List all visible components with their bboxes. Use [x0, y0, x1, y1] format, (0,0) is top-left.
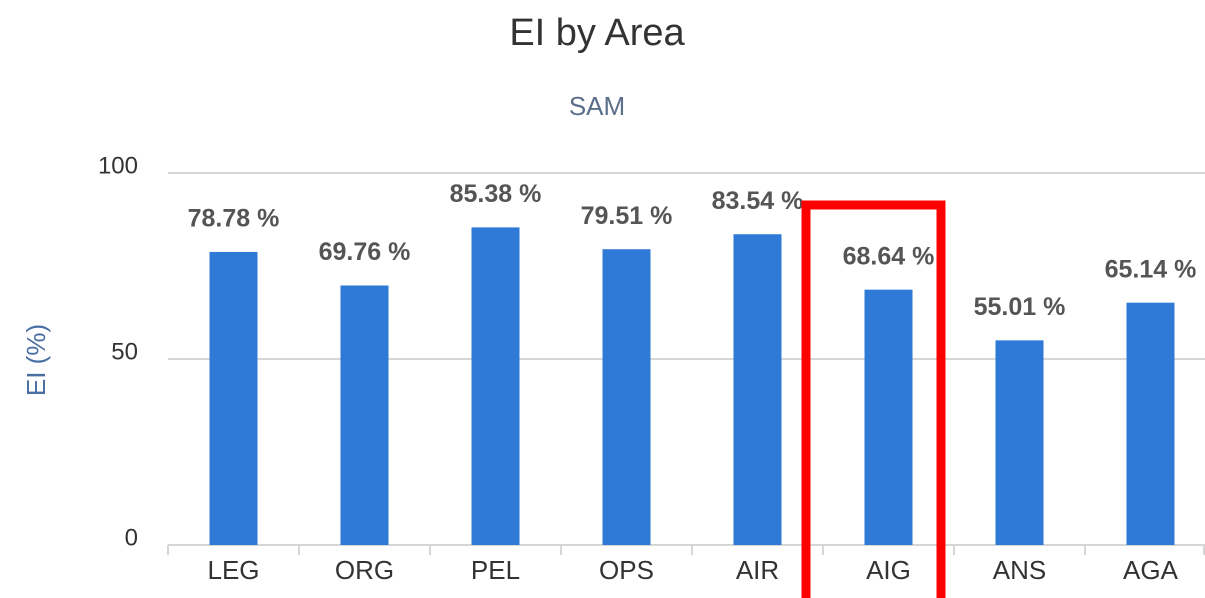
chart-title: EI by Area	[509, 12, 685, 54]
bar	[471, 227, 520, 545]
chart-subtitle: SAM	[569, 91, 625, 121]
x-tick-label: AIR	[736, 555, 779, 585]
data-label: 68.64 %	[843, 242, 935, 270]
bar	[864, 289, 913, 545]
bar	[209, 251, 258, 545]
y-tick-label: 100	[98, 152, 138, 179]
y-axis-label: EI (%)	[21, 324, 51, 396]
data-label: 65.14 %	[1105, 255, 1197, 283]
bar	[995, 340, 1044, 545]
data-label: 79.51 %	[581, 202, 673, 230]
data-label: 83.54 %	[712, 187, 804, 215]
bar	[340, 285, 389, 545]
x-tick-label: PEL	[471, 555, 520, 585]
bar	[1126, 302, 1175, 545]
bar	[602, 249, 651, 546]
data-label: 78.78 %	[188, 205, 280, 233]
highlight-box	[801, 200, 946, 598]
data-label: 69.76 %	[319, 238, 411, 266]
x-tick-label: OPS	[599, 555, 654, 585]
x-tick-label: LEG	[207, 555, 259, 585]
y-tick-label: 50	[111, 338, 138, 365]
x-tick-label: AIG	[866, 555, 911, 585]
x-tick-label: ORG	[335, 555, 394, 585]
data-label: 55.01 %	[974, 293, 1066, 321]
x-tick-label: AGA	[1123, 555, 1179, 585]
x-tick-label: ANS	[993, 555, 1046, 585]
data-label: 85.38 %	[450, 180, 542, 208]
bar	[733, 234, 782, 545]
y-tick-label: 0	[125, 524, 138, 551]
